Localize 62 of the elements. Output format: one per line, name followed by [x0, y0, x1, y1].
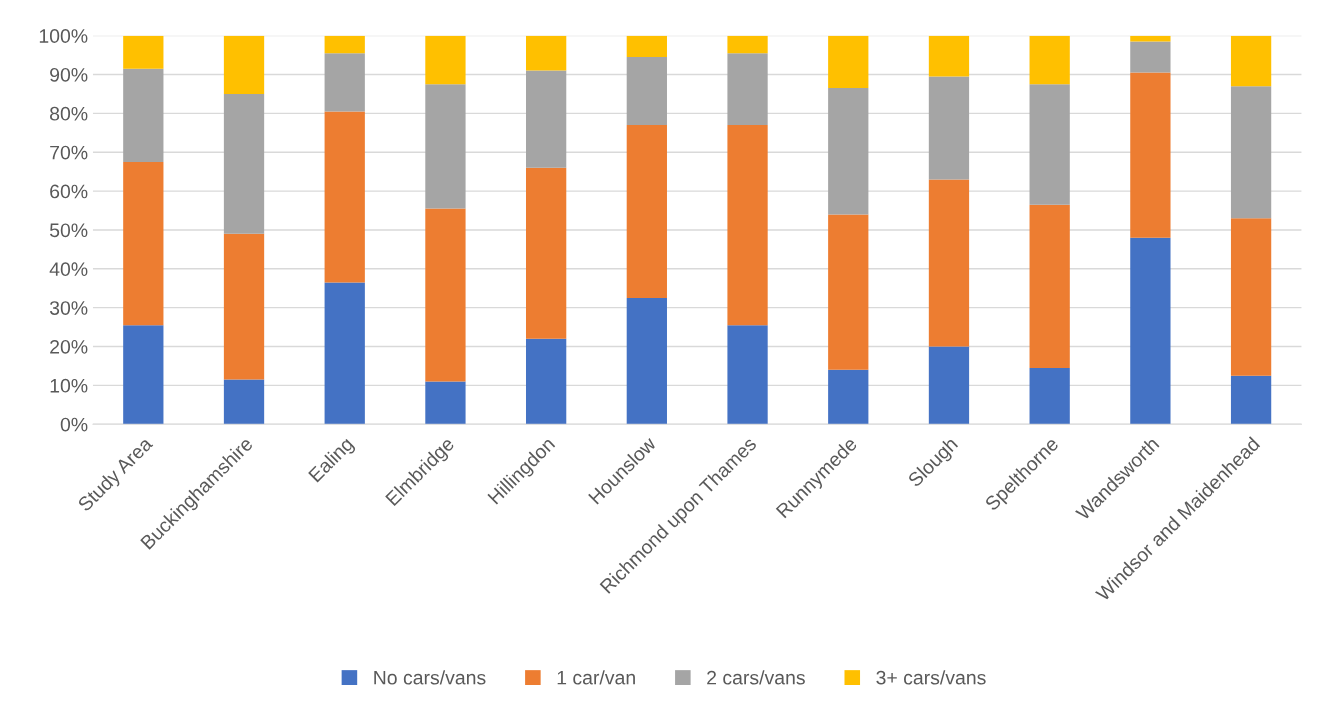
bar: [727, 125, 768, 326]
y-tick-label: 10%: [50, 378, 88, 393]
bar: [526, 167, 567, 339]
bar: [727, 53, 768, 126]
bar: [123, 68, 164, 162]
bar: [425, 84, 466, 209]
bar: [626, 125, 667, 298]
bar: [223, 379, 265, 425]
legend-label: 2 cars/vans: [707, 670, 805, 685]
bar: [425, 208, 466, 382]
legend-label: 1 car/van: [557, 670, 635, 685]
bar: [828, 369, 869, 425]
bar: [1130, 41, 1171, 73]
bar: [526, 338, 567, 425]
bar: [727, 325, 768, 425]
bar: [123, 35, 164, 69]
bar: [223, 233, 265, 380]
bar: [626, 57, 667, 126]
bar: [425, 35, 466, 85]
bar: [828, 88, 869, 215]
bar: [1029, 204, 1070, 368]
bar: [1230, 375, 1272, 425]
y-tick-label: 90%: [50, 67, 88, 82]
y-tick-label: 60%: [50, 184, 88, 199]
y-tick-label: 100%: [39, 29, 88, 43]
bar: [1230, 35, 1272, 87]
bar: [1130, 72, 1171, 238]
bar: [928, 346, 970, 425]
bar: [1230, 218, 1272, 376]
bar: [626, 35, 667, 58]
bar: [1130, 237, 1171, 425]
y-tick-label: 70%: [50, 145, 88, 160]
y-tick-label: 50%: [49, 223, 88, 238]
bar: [223, 35, 265, 94]
y-tick-label: 0%: [60, 417, 88, 432]
bar: [928, 76, 970, 180]
bar: [526, 70, 567, 168]
y-tick-label: 40%: [49, 262, 88, 277]
bar: [123, 161, 164, 326]
bar: [928, 35, 970, 77]
bar: [1029, 367, 1070, 425]
bar: [425, 381, 466, 425]
bar: [324, 53, 365, 112]
y-tick-label: 80%: [50, 106, 88, 121]
bar: [324, 282, 365, 425]
bar: [1230, 86, 1272, 219]
bar: [324, 111, 365, 283]
bar: [928, 179, 970, 347]
bar: [223, 93, 265, 234]
legend-label: 3+ cars/vans: [876, 670, 986, 685]
bar: [727, 35, 768, 54]
bar: [1029, 35, 1070, 85]
bar: [324, 35, 365, 54]
bar: [828, 214, 869, 370]
bar: [1029, 84, 1070, 205]
y-tick-label: 20%: [50, 339, 88, 354]
bar: [123, 325, 164, 425]
y-tick-label: 30%: [49, 301, 88, 315]
bar: [526, 35, 567, 71]
bar: [828, 35, 869, 89]
bar: [626, 297, 667, 425]
legend-label: No cars/vans: [374, 670, 486, 685]
